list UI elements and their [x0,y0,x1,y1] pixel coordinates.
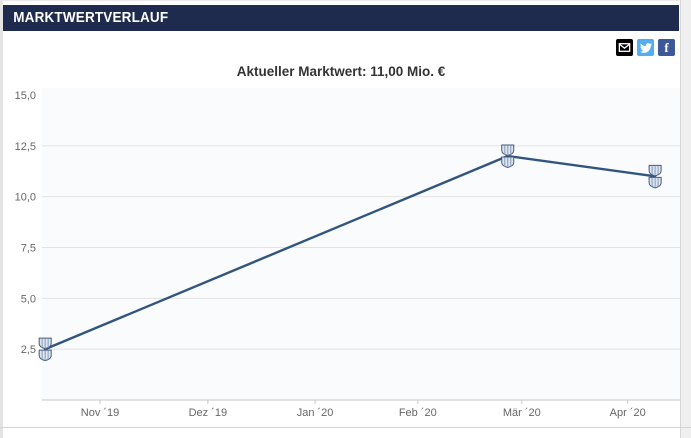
twitter-bird-icon [639,42,652,53]
y-tick-label: 2,5 [21,344,36,356]
section-title: MARKTWERTVERLAUF [13,10,169,26]
x-tick-label: Dez ´19 [189,407,228,419]
x-tick-label: Feb ´20 [399,407,437,419]
facebook-share-button[interactable]: f [658,39,675,56]
scrollbar-track[interactable] [680,0,691,438]
x-tick-label: Jan ´20 [297,407,334,419]
section-header: MARKTWERTVERLAUF [3,5,679,31]
top-border [0,0,691,1]
y-tick-label: 10,0 [15,192,36,204]
market-value-line-chart[interactable]: 2,5 5,0 7,5 10,0 12,5 15,0 Nov ´19 Dez ´19 Jan ´… [3,85,680,420]
facebook-f-icon: f [664,40,669,55]
x-tick-label: Apr ´20 [610,407,646,419]
left-page-border [0,0,3,438]
y-tick-label: 5,0 [21,293,36,305]
x-tick-label: Nov ´19 [81,407,120,419]
y-tick-label: 7,5 [21,243,36,255]
x-tick-label: Mär ´20 [503,407,541,419]
bottom-divider [0,427,691,428]
email-share-button[interactable] [616,39,633,56]
y-tick-label: 12,5 [15,141,36,153]
y-tick-label: 15,0 [15,90,36,102]
twitter-share-button[interactable] [637,39,654,56]
current-market-value-label: Aktueller Marktwert: 11,00 Mio. € [236,64,446,79]
plot-area [42,88,680,400]
share-buttons: f [616,39,675,56]
email-icon [618,43,631,52]
